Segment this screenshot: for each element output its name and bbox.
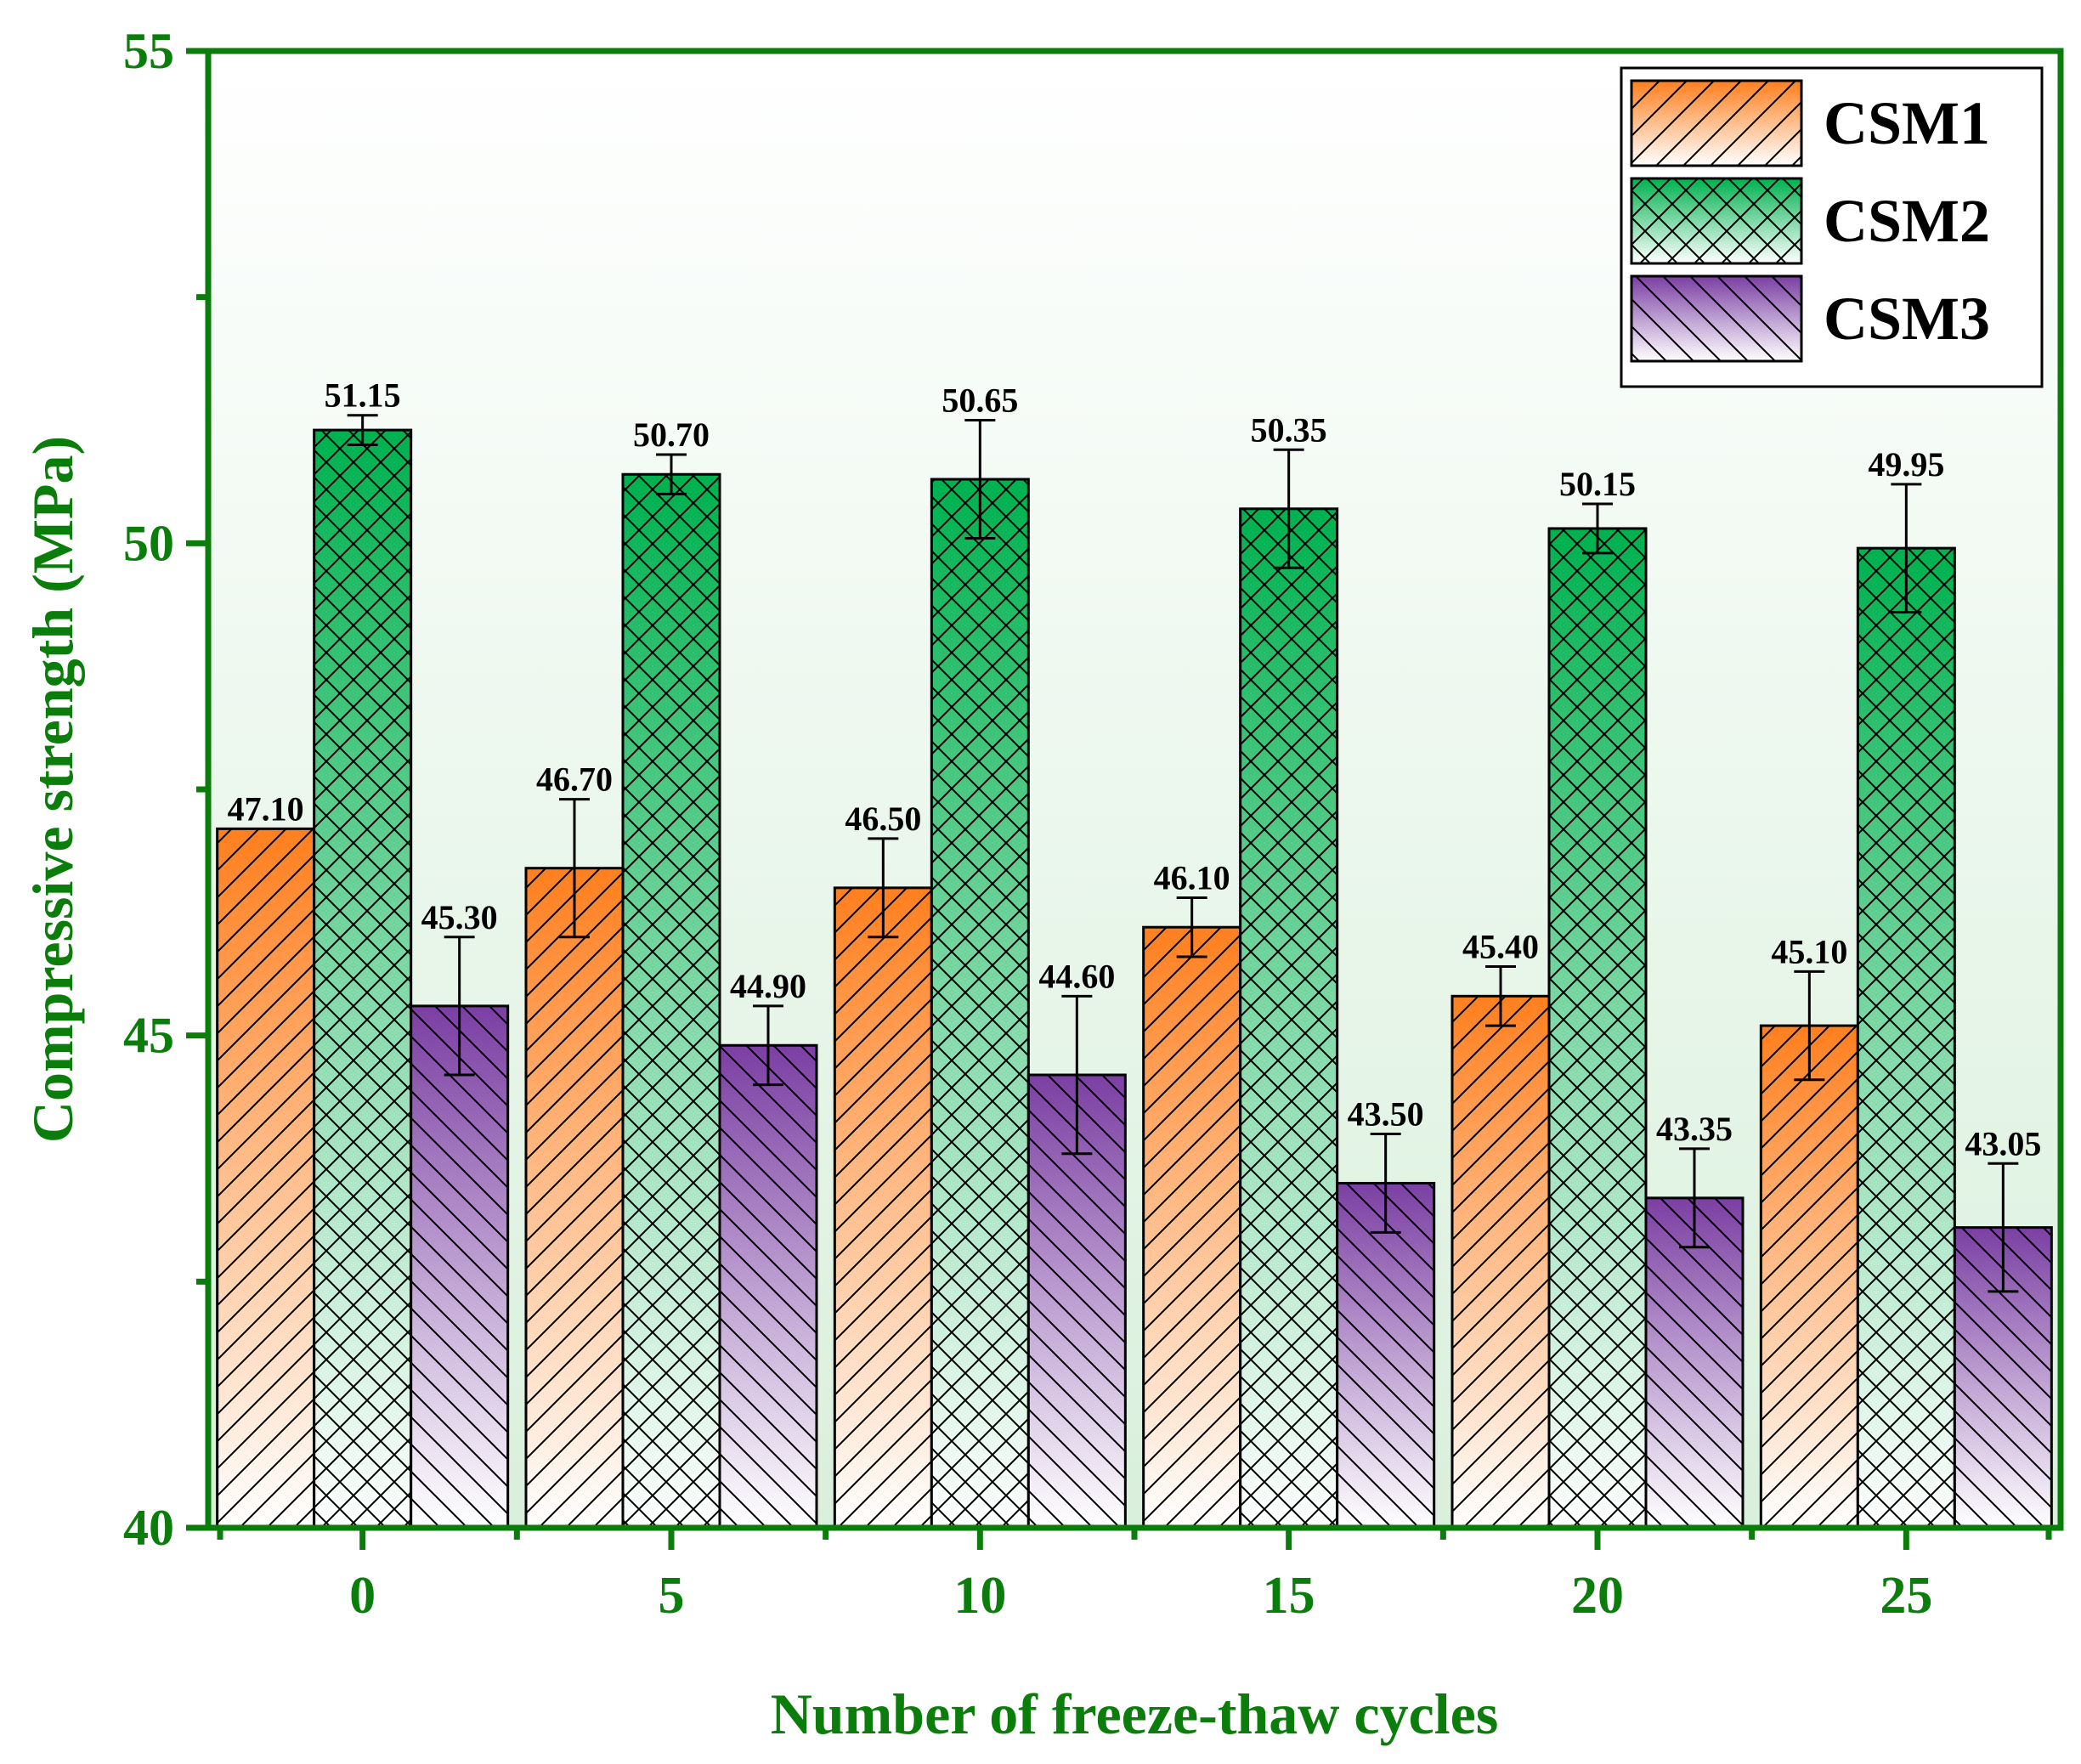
data-label: 44.90 <box>730 967 806 1005</box>
error-bar <box>656 453 687 495</box>
legend-label: CSM3 <box>1824 285 1990 353</box>
bar-hatch <box>410 1004 510 1529</box>
bar-csm2-20 <box>1547 527 1648 1529</box>
data-label: 46.10 <box>1154 858 1230 896</box>
bar-csm3-10 <box>1026 1073 1127 1529</box>
axes-layer: 40 45 50 55 0 5 10 15 20 25 <box>123 23 2064 1625</box>
bar-csm2-0 <box>313 428 413 1529</box>
data-label: 50.65 <box>942 382 1018 420</box>
bar-csm3-5 <box>718 1043 818 1529</box>
error-bar <box>753 1004 783 1087</box>
x-tick-label: 0 <box>349 1567 376 1625</box>
legend-label: CSM2 <box>1824 187 1990 255</box>
legend-item-csm1: CSM1 <box>1630 79 1990 167</box>
x-axis-title: Number of freeze-thaw cycles <box>771 1682 1499 1746</box>
data-label: 50.35 <box>1251 410 1327 449</box>
data-label: 46.50 <box>845 800 921 838</box>
error-bar <box>444 936 475 1077</box>
bar-hatch <box>621 472 721 1529</box>
error-bar <box>1176 896 1207 958</box>
data-label: 47.10 <box>228 789 304 828</box>
legend: CSM1 CSM2 CSM3 <box>1620 66 2044 388</box>
data-label: 45.40 <box>1462 928 1539 966</box>
legend-swatch-hatch <box>1630 79 1803 167</box>
y-tick-label: 50 <box>123 515 174 571</box>
bar-csm2-25 <box>1856 546 1956 1529</box>
bar-csm1-10 <box>833 886 933 1529</box>
bar-hatch <box>524 867 625 1529</box>
bar-hatch <box>930 478 1030 1529</box>
y-axis-title: Compressive strength (MPa) <box>20 436 85 1143</box>
error-bar <box>1794 970 1825 1082</box>
y-tick-label: 40 <box>123 1500 174 1556</box>
bar-hatch <box>1759 1024 1859 1529</box>
error-bar <box>1370 1133 1401 1234</box>
error-bar <box>1988 1162 2019 1293</box>
x-tick-label: 20 <box>1571 1567 1624 1625</box>
bar-csm1-5 <box>524 867 625 1529</box>
bar-hatch <box>1336 1181 1436 1529</box>
bar-hatch <box>1856 546 1956 1529</box>
y-tick-label: 55 <box>123 23 174 79</box>
error-bar <box>868 837 899 939</box>
x-tick-label: 15 <box>1263 1567 1315 1625</box>
error-bar <box>347 414 378 446</box>
bar-csm1-20 <box>1450 994 1551 1529</box>
error-bar <box>1582 502 1613 555</box>
x-tick-label: 10 <box>953 1567 1006 1625</box>
data-label: 49.95 <box>1868 445 1944 483</box>
data-label: 50.70 <box>633 416 710 454</box>
bar-hatch <box>313 428 413 1529</box>
data-labels-layer: 47.10 51.15 45.30 46.70 50.70 44.90 46.50 50.65… <box>228 376 2042 1163</box>
data-label: 46.70 <box>536 760 613 799</box>
error-bar <box>1061 994 1093 1156</box>
y-tick-label: 45 <box>123 1008 174 1064</box>
error-bar <box>1891 483 1922 613</box>
bar-csm3-15 <box>1336 1181 1436 1529</box>
bar-csm2-5 <box>621 472 721 1529</box>
data-label: 45.30 <box>421 898 498 936</box>
bar-csm2-15 <box>1239 507 1339 1529</box>
legend-swatch-hatch <box>1630 177 1803 265</box>
bar-hatch <box>833 886 933 1529</box>
legend-swatch-hatch <box>1630 274 1803 363</box>
bar-csm1-15 <box>1142 925 1242 1529</box>
error-bars-layer <box>347 414 2019 1293</box>
error-bar <box>1679 1147 1710 1249</box>
bar-csm3-0 <box>410 1004 510 1529</box>
data-label: 45.10 <box>1771 932 1847 970</box>
data-label: 51.15 <box>325 376 401 415</box>
bar-hatch <box>1644 1196 1745 1529</box>
data-label: 43.35 <box>1656 1110 1733 1148</box>
data-label: 50.15 <box>1559 465 1636 503</box>
x-tick-label: 5 <box>659 1567 685 1625</box>
bar-hatch <box>216 827 316 1529</box>
error-bar <box>1485 965 1516 1027</box>
x-tick-label: 25 <box>1880 1567 1932 1625</box>
bar-csm3-20 <box>1644 1196 1745 1529</box>
bar-hatch <box>1450 994 1551 1529</box>
data-label: 43.05 <box>1965 1124 2041 1162</box>
bar-hatch <box>1142 925 1242 1529</box>
bar-csm1-25 <box>1759 1024 1859 1529</box>
bars-layer <box>216 428 2053 1529</box>
legend-label: CSM1 <box>1824 89 1990 157</box>
bar-csm1-0 <box>216 827 316 1529</box>
data-label: 44.60 <box>1038 957 1115 995</box>
legend-item-csm2: CSM2 <box>1630 177 1990 265</box>
error-bar <box>964 419 996 540</box>
legend-item-csm3: CSM3 <box>1630 274 1990 363</box>
bar-csm2-10 <box>930 478 1030 1529</box>
error-bar <box>559 798 590 939</box>
data-label: 43.50 <box>1348 1095 1424 1134</box>
error-bar <box>1273 448 1304 569</box>
bar-hatch <box>1239 507 1339 1529</box>
bar-hatch <box>1547 527 1648 1529</box>
bar-hatch <box>718 1043 818 1529</box>
